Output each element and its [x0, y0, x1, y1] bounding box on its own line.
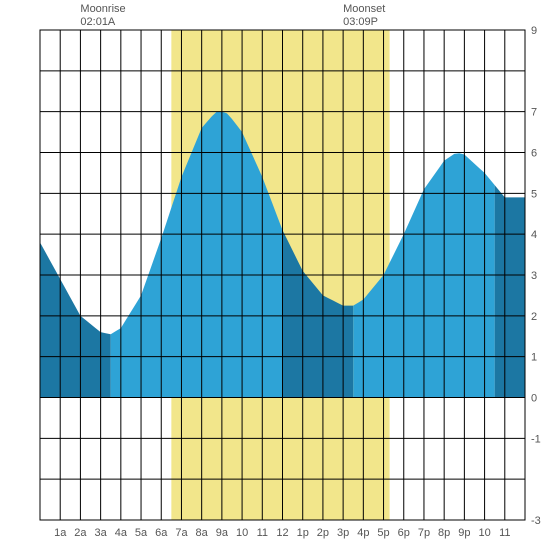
y-tick-label: 1: [531, 352, 537, 364]
y-tick-label: 6: [531, 148, 537, 160]
x-tick-label: 3a: [95, 527, 108, 539]
x-tick-label: 10: [236, 527, 248, 539]
y-tick-label: 5: [531, 188, 537, 200]
x-tick-label: 10: [478, 527, 490, 539]
x-tick-label: 6p: [398, 527, 410, 539]
y-tick-label: -3: [531, 515, 541, 527]
x-tick-label: 11: [257, 527, 268, 539]
tide-segment-0: [40, 242, 111, 397]
y-tick-label: 2: [531, 311, 537, 323]
tide-chart: -3-10123456791a2a3a4a5a6a7a8a9a1011121p2…: [0, 0, 550, 550]
x-tick-label: 8p: [438, 527, 450, 539]
tide-segment-4: [495, 185, 525, 397]
y-tick-label: 4: [531, 229, 537, 241]
y-tick-label: -1: [531, 433, 541, 445]
y-tick-label: 9: [531, 25, 537, 37]
x-tick-label: 8a: [196, 527, 209, 539]
y-tick-label: 0: [531, 393, 537, 405]
x-tick-label: 4a: [115, 527, 128, 539]
x-tick-label: 6a: [155, 527, 168, 539]
x-tick-label: 7p: [418, 527, 430, 539]
y-tick-label: 7: [531, 107, 537, 119]
x-tick-label: 9p: [458, 527, 470, 539]
x-tick-label: 4p: [357, 527, 369, 539]
x-tick-label: 2a: [74, 527, 87, 539]
moonset-time: 03:09P: [343, 16, 378, 28]
moonrise-time: 02:01A: [80, 16, 116, 28]
x-tick-label: 2p: [317, 527, 329, 539]
x-tick-label: 7a: [175, 527, 188, 539]
x-tick-label: 1a: [54, 527, 67, 539]
moonset-label: Moonset: [343, 3, 385, 15]
x-tick-label: 5a: [135, 527, 148, 539]
x-tick-label: 1p: [297, 527, 309, 539]
x-tick-label: 5p: [377, 527, 389, 539]
moonrise-label: Moonrise: [80, 3, 125, 15]
x-tick-label: 3p: [337, 527, 349, 539]
y-tick-label: 3: [531, 270, 537, 282]
x-tick-label: 9a: [216, 527, 229, 539]
x-tick-label: 12: [276, 527, 288, 539]
x-tick-label: 11: [499, 527, 510, 539]
tide-chart-svg: -3-10123456791a2a3a4a5a6a7a8a9a1011121p2…: [0, 0, 550, 550]
